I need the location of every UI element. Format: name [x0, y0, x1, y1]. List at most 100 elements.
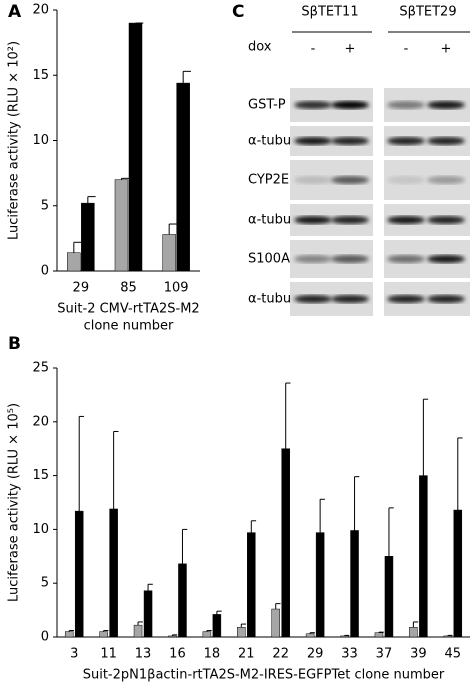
y-axis-label: Luciferase activity (RLU × 10²): [7, 41, 22, 240]
bar: [64, 631, 74, 638]
x-tick-label: 3: [70, 647, 78, 662]
error-bar: [137, 621, 143, 626]
y-tick-label: 5: [41, 576, 49, 591]
blot-panel: SβTET11 SβTET29 dox - + - + GST-Pα-tubul…: [248, 5, 470, 316]
dox-label: dox: [248, 40, 272, 55]
blot-band: [427, 216, 465, 224]
y-tick-label: 10: [32, 522, 49, 537]
bar: [271, 608, 280, 638]
error-bar: [285, 382, 291, 449]
bar: [305, 633, 315, 638]
x-tick-label: 37: [376, 647, 393, 662]
x-axis-label: Suit-2pN1βactin-rtTA2S-M2-IRES-EGFPTet c…: [83, 668, 445, 683]
error-bar: [457, 437, 463, 511]
y-axis-label: Luciferase activity (RLU × 10⁵): [7, 403, 22, 602]
bar: [128, 22, 143, 272]
blot-band: [331, 255, 369, 263]
error-bar: [319, 498, 325, 533]
x-tick-label: 22: [272, 647, 289, 662]
x-tick-label: 45: [445, 647, 462, 662]
blot-band: [294, 176, 332, 184]
bar: [81, 202, 95, 272]
blot-band: [331, 101, 369, 109]
blot-band: [294, 101, 332, 109]
blot-band: [387, 255, 425, 263]
x-tick-label: 29: [73, 281, 90, 296]
error-bar: [73, 241, 82, 253]
error-bar: [168, 223, 177, 235]
panel-label: B: [8, 334, 21, 354]
x-tick-label: 109: [164, 281, 189, 296]
y-tick-label: 0: [41, 630, 49, 645]
error-bar: [378, 631, 384, 633]
blot-band: [427, 101, 465, 109]
bar: [247, 532, 256, 638]
bar: [374, 632, 384, 638]
blot-band: [427, 255, 465, 263]
error-bar: [182, 70, 191, 84]
lane-label: -: [311, 42, 316, 57]
blot-band: [427, 176, 465, 184]
blot-band: [331, 137, 369, 145]
error-bar: [388, 507, 394, 557]
error-bar: [250, 520, 257, 533]
blot-band: [387, 137, 425, 145]
bar: [114, 179, 129, 272]
blot-band: [427, 137, 465, 145]
blot-band: [331, 216, 369, 224]
bar: [453, 509, 463, 638]
error-bar: [147, 583, 153, 591]
error-bar: [412, 621, 419, 628]
bar: [176, 82, 190, 272]
error-bar: [309, 632, 315, 634]
x-tick-label: 21: [238, 647, 255, 662]
y-tick-label: 20: [32, 414, 49, 429]
panel-label: A: [8, 2, 22, 22]
error-bar: [216, 610, 222, 615]
blot-band: [294, 137, 332, 145]
bar: [74, 510, 84, 638]
lane-label: +: [345, 42, 356, 57]
error-bar: [275, 603, 281, 610]
blot-band: [387, 176, 425, 184]
bar: [178, 563, 187, 638]
bar: [99, 631, 108, 638]
column-header: SβTET29: [399, 5, 456, 20]
bar: [443, 635, 453, 638]
error-bar: [103, 630, 109, 632]
bar: [384, 556, 394, 638]
x-tick-label: 18: [204, 647, 221, 662]
bar: [350, 530, 359, 638]
lane-label: -: [404, 42, 409, 57]
x-tick-label: 29: [307, 647, 324, 662]
error-bar: [113, 430, 119, 509]
error-bar: [206, 630, 212, 632]
error-bar: [422, 398, 429, 476]
x-tick-label: 11: [100, 647, 117, 662]
bar: [212, 614, 222, 638]
bar: [281, 448, 290, 638]
error-bar: [121, 177, 130, 180]
row-label: GST-P: [248, 98, 286, 113]
bar: [67, 252, 81, 272]
row-label: CYP2E1: [248, 173, 297, 188]
bar: [109, 508, 118, 638]
error-bar: [68, 630, 75, 632]
y-tick-label: 15: [32, 68, 49, 83]
blot-band: [427, 295, 465, 303]
bar: [143, 590, 153, 638]
y-tick-label: 20: [32, 3, 49, 18]
blot-band: [387, 295, 425, 303]
y-tick-label: 15: [32, 468, 49, 483]
error-bar: [447, 634, 453, 636]
blot-band: [331, 176, 369, 184]
x-tick-label: 85: [120, 281, 137, 296]
error-bar: [87, 196, 96, 204]
x-tick-label: 16: [169, 647, 186, 662]
bar: [419, 475, 428, 638]
bar: [202, 631, 212, 638]
y-tick-label: 25: [32, 361, 49, 376]
error-bar: [354, 476, 360, 531]
x-tick-label: 39: [410, 647, 427, 662]
